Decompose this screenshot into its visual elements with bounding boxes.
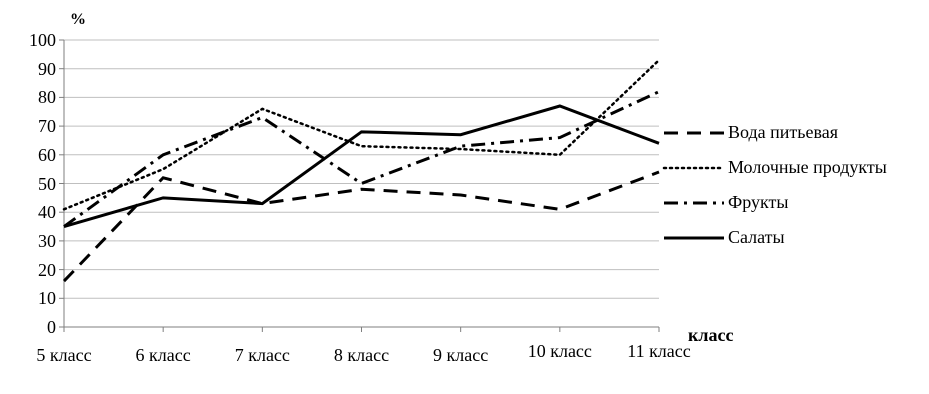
series-line-0 xyxy=(62,170,660,283)
y-tick-label: 50 xyxy=(38,173,56,194)
y-tick-label: 0 xyxy=(47,317,56,337)
x-tick-label: 9 класс xyxy=(433,345,489,365)
y-tick-label: 100 xyxy=(29,30,56,50)
x-tick-label: 11 класс xyxy=(627,341,691,361)
y-tick-label: 30 xyxy=(38,230,56,251)
legend-label: Салаты xyxy=(728,227,785,247)
gridlines xyxy=(64,39,659,328)
x-tick-label: 6 класс xyxy=(135,345,191,365)
series-line-2 xyxy=(63,90,660,228)
x-tick-label: 7 класс xyxy=(234,345,290,365)
legend-label: Фрукты xyxy=(728,192,789,212)
x-tick-label: 5 класс xyxy=(36,345,92,365)
legend-label: Вода питьевая xyxy=(728,122,838,142)
x-tick-label: 8 класс xyxy=(333,345,390,365)
y-tick-label: 60 xyxy=(38,144,56,165)
x-axis-title: класс xyxy=(688,325,734,345)
series-lines xyxy=(62,58,661,283)
series-line-3 xyxy=(63,104,660,228)
legend-label: Молочные продукты xyxy=(728,157,887,177)
y-tick-label: 90 xyxy=(38,58,56,79)
legend-swatches xyxy=(662,131,726,240)
y-tick-label: 40 xyxy=(38,202,56,223)
y-axis-title: % xyxy=(70,11,86,28)
x-tick-label: 10 класс xyxy=(527,341,592,361)
series-line-1 xyxy=(62,58,661,211)
y-tick-label: 70 xyxy=(38,116,56,137)
axes xyxy=(59,39,660,332)
y-tick-label: 10 xyxy=(38,288,56,309)
y-tick-label: 20 xyxy=(38,259,56,280)
y-tick-label: 80 xyxy=(38,87,56,108)
